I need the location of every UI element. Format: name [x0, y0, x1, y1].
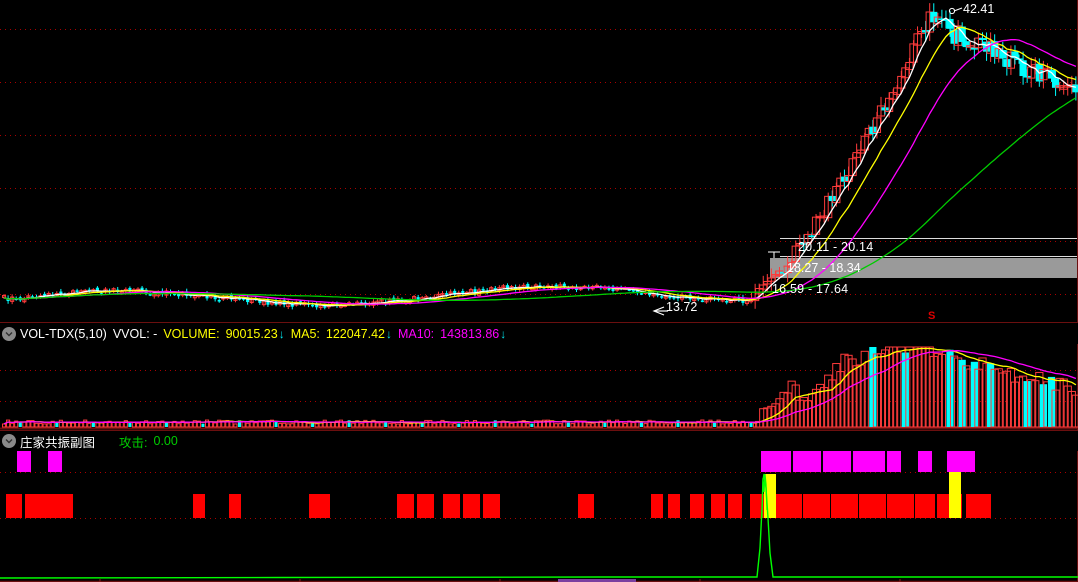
volume-trend-arrow: ↓ — [278, 327, 285, 341]
oscillator-header[interactable]: 庄家共振副图 攻击: 0.00 — [0, 431, 1078, 451]
oscillator-bars-svg — [0, 448, 1078, 582]
oscillator-panel-divider — [0, 430, 1078, 431]
volume-ma10-label: MA10: — [398, 327, 435, 341]
volume-header[interactable]: VOL-TDX(5,10) VVOL: - VOLUME: 90015.23 ↓… — [0, 324, 1078, 344]
range-band-label: 18.27 - 18.34 — [787, 261, 861, 275]
high-price-label: 42.41 — [963, 2, 995, 16]
range-upper-label: 20.11 - 20.14 — [798, 240, 874, 254]
volume-ma5-value: 122047.42 — [325, 327, 385, 341]
volume-value: 90015.23 — [225, 327, 278, 341]
volume-value-label: VOLUME: — [163, 327, 220, 341]
price-plot-area[interactable] — [0, 0, 1078, 322]
oscillator-plot-area[interactable] — [0, 448, 1078, 582]
oscillator-indicator-name: 庄家共振副图 — [20, 435, 96, 450]
low-price-label: 13.72 — [666, 300, 698, 314]
price-candlestick-svg — [0, 0, 1078, 322]
high-price-callout: 42.41 — [963, 2, 994, 16]
chevron-down-icon[interactable] — [2, 434, 16, 448]
chevron-down-icon[interactable] — [2, 327, 16, 341]
oscillator-attack-value: 0.00 — [153, 434, 178, 448]
price-chart-panel[interactable]: 42.41 13.72 20.11 - 20.14 18.27 - 18.34 … — [0, 0, 1078, 322]
volume-ma5-arrow: ↓ — [386, 327, 392, 341]
volume-ma10-arrow: ↓ — [500, 327, 507, 341]
range-lower-label: 16.59 - 17.64 — [772, 282, 849, 296]
volume-panel-divider — [0, 322, 1078, 323]
volume-bars-svg — [0, 344, 1078, 430]
volume-plot-area[interactable] — [0, 344, 1078, 430]
oscillator-attack-label: 攻击: — [119, 435, 148, 450]
oscillator-chart-panel[interactable] — [0, 448, 1078, 582]
volume-indicator-name: VOL-TDX(5,10) — [20, 327, 107, 341]
volume-ma5-label: MA5: — [290, 327, 320, 341]
low-price-callout: 13.72 — [666, 300, 697, 314]
volume-ma10-value: 143813.86 — [440, 327, 500, 341]
volume-chart-panel[interactable] — [0, 344, 1078, 430]
sell-marker: S — [928, 310, 936, 322]
volume-vvol-label: VVOL: - — [112, 327, 158, 341]
